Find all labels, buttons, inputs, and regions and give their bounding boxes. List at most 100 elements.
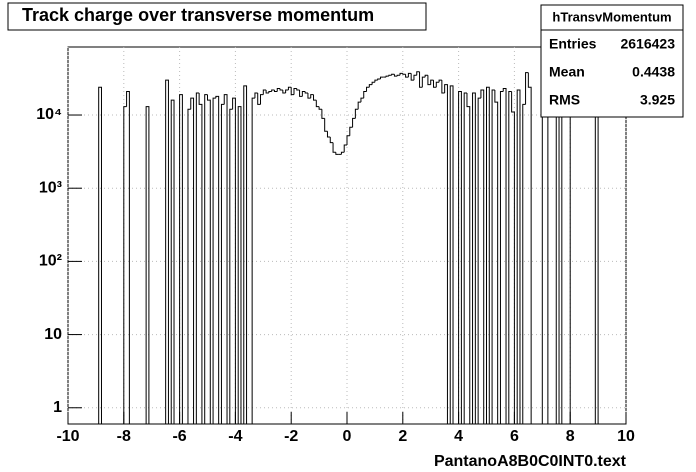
histogram-bin [237, 106, 242, 424]
histogram-bin [170, 99, 175, 424]
histogram-bin [123, 106, 127, 424]
histogram-bin [310, 94, 314, 99]
histogram-bin [427, 75, 431, 86]
y-tick-label: 1 [53, 399, 62, 416]
histogram-bin [321, 109, 325, 119]
histogram-bin [346, 135, 350, 145]
histogram-bin [466, 92, 471, 424]
histogram-bin [223, 94, 228, 424]
histogram-bin [215, 95, 220, 424]
x-tick-label: -10 [56, 428, 79, 445]
histogram-bin [257, 92, 261, 105]
histogram-bin [282, 89, 286, 94]
histogram-bin [396, 74, 401, 77]
histogram-bin [441, 80, 445, 94]
y-tick-label: 10³ [39, 179, 62, 196]
x-tick-label: 10 [617, 428, 635, 445]
histogram-bin [332, 142, 336, 153]
histogram-bin [212, 97, 216, 424]
x-tick-label: -8 [117, 428, 131, 445]
histogram-bin [379, 76, 384, 80]
histogram-bin [480, 89, 485, 424]
histogram-bin [179, 94, 183, 424]
histogram-bin [354, 108, 359, 119]
histogram-bin [268, 90, 272, 93]
histogram-bin [508, 90, 512, 424]
stats-label: RMS [549, 92, 580, 108]
histogram-bin [243, 85, 248, 424]
histogram-bin [522, 103, 526, 424]
y-tick-label: 10² [39, 253, 62, 270]
histogram-bin [491, 89, 495, 424]
y-tick-label: 10⁴ [36, 106, 62, 123]
histogram-bin [165, 79, 169, 424]
histogram-bin [357, 101, 361, 110]
chart-title: Track charge over transverse momentum [22, 5, 374, 25]
histogram-bin [290, 87, 294, 96]
histogram-bin [251, 97, 255, 424]
histogram-bin [232, 97, 236, 424]
stats-value: 0.4438 [632, 64, 675, 80]
histogram-bin [407, 72, 412, 78]
histogram-bin [260, 94, 264, 105]
stats-label: Mean [549, 64, 585, 80]
histogram-bin [262, 89, 267, 95]
histogram-bin [307, 92, 311, 99]
stats-box [540, 4, 684, 118]
histogram-bin [304, 91, 308, 94]
histogram-bin [499, 90, 504, 424]
histogram-bin [388, 74, 392, 77]
histogram-bin [477, 97, 481, 424]
histogram-bin [371, 81, 375, 85]
histogram-bin [293, 88, 297, 95]
histogram-bin [195, 92, 200, 424]
histogram-bin [449, 85, 454, 424]
histogram-bin [299, 89, 303, 97]
histogram-bin [385, 75, 389, 78]
histogram-bin [472, 92, 476, 424]
x-tick-label: 4 [454, 428, 463, 445]
x-axis-label: PantanoA8B0C0INT0.text [434, 453, 627, 470]
stats-label: Entries [549, 36, 597, 52]
histogram-bin [315, 100, 320, 108]
histogram-bin [393, 74, 398, 77]
histogram-bin [229, 108, 233, 424]
histogram-bin [511, 91, 515, 424]
x-tick-label: 2 [398, 428, 407, 445]
histogram-bin [368, 84, 373, 88]
stats-value: 2616423 [620, 36, 675, 52]
histogram-bin [198, 92, 203, 424]
histogram-bin [343, 144, 347, 153]
histogram-bin [458, 90, 462, 424]
histogram-bin [366, 86, 370, 92]
x-tick-label: 0 [343, 428, 352, 445]
histogram-bin [502, 88, 507, 424]
histogram-bin [276, 88, 281, 92]
histogram-bin [374, 79, 378, 83]
histogram-bin [324, 118, 328, 132]
histogram-bin [399, 72, 403, 76]
histogram-bin [402, 73, 406, 75]
histogram-bin [287, 86, 292, 90]
histogram-bin [126, 90, 130, 424]
histogram-bin [377, 78, 381, 81]
histogram-bin [296, 88, 300, 91]
histogram-bin [285, 89, 289, 93]
stats-value: 3.925 [640, 92, 675, 108]
histogram-bin [424, 74, 428, 78]
stats-name: hTransvMomentum [552, 9, 671, 24]
histogram-bin [335, 152, 339, 155]
x-tick-label: -2 [284, 428, 298, 445]
histogram-bin [363, 90, 367, 99]
histogram-bin [527, 72, 532, 424]
histogram-bin [416, 71, 420, 76]
y-tick-label: 10 [44, 326, 62, 343]
histogram-bin [410, 73, 414, 81]
histogram-bin [265, 89, 269, 94]
histogram-bin [204, 94, 208, 424]
histogram-bin [279, 88, 283, 91]
histogram-bin [273, 89, 278, 92]
histogram-bin [486, 86, 490, 424]
histogram-bin [207, 94, 211, 424]
